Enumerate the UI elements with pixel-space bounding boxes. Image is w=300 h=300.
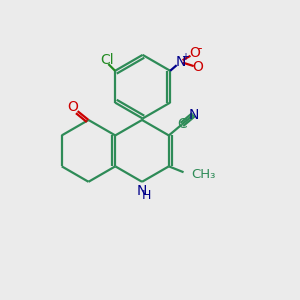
- Text: H: H: [142, 189, 151, 203]
- Text: -: -: [197, 43, 202, 56]
- Text: Cl: Cl: [100, 52, 114, 67]
- Text: O: O: [193, 60, 204, 74]
- Text: +: +: [181, 52, 189, 62]
- Text: CH₃: CH₃: [191, 168, 216, 181]
- Text: N: N: [188, 108, 199, 122]
- Text: C: C: [177, 117, 187, 131]
- Text: N: N: [137, 184, 147, 198]
- Text: N: N: [175, 55, 186, 69]
- Text: O: O: [67, 100, 78, 114]
- Text: O: O: [189, 46, 200, 60]
